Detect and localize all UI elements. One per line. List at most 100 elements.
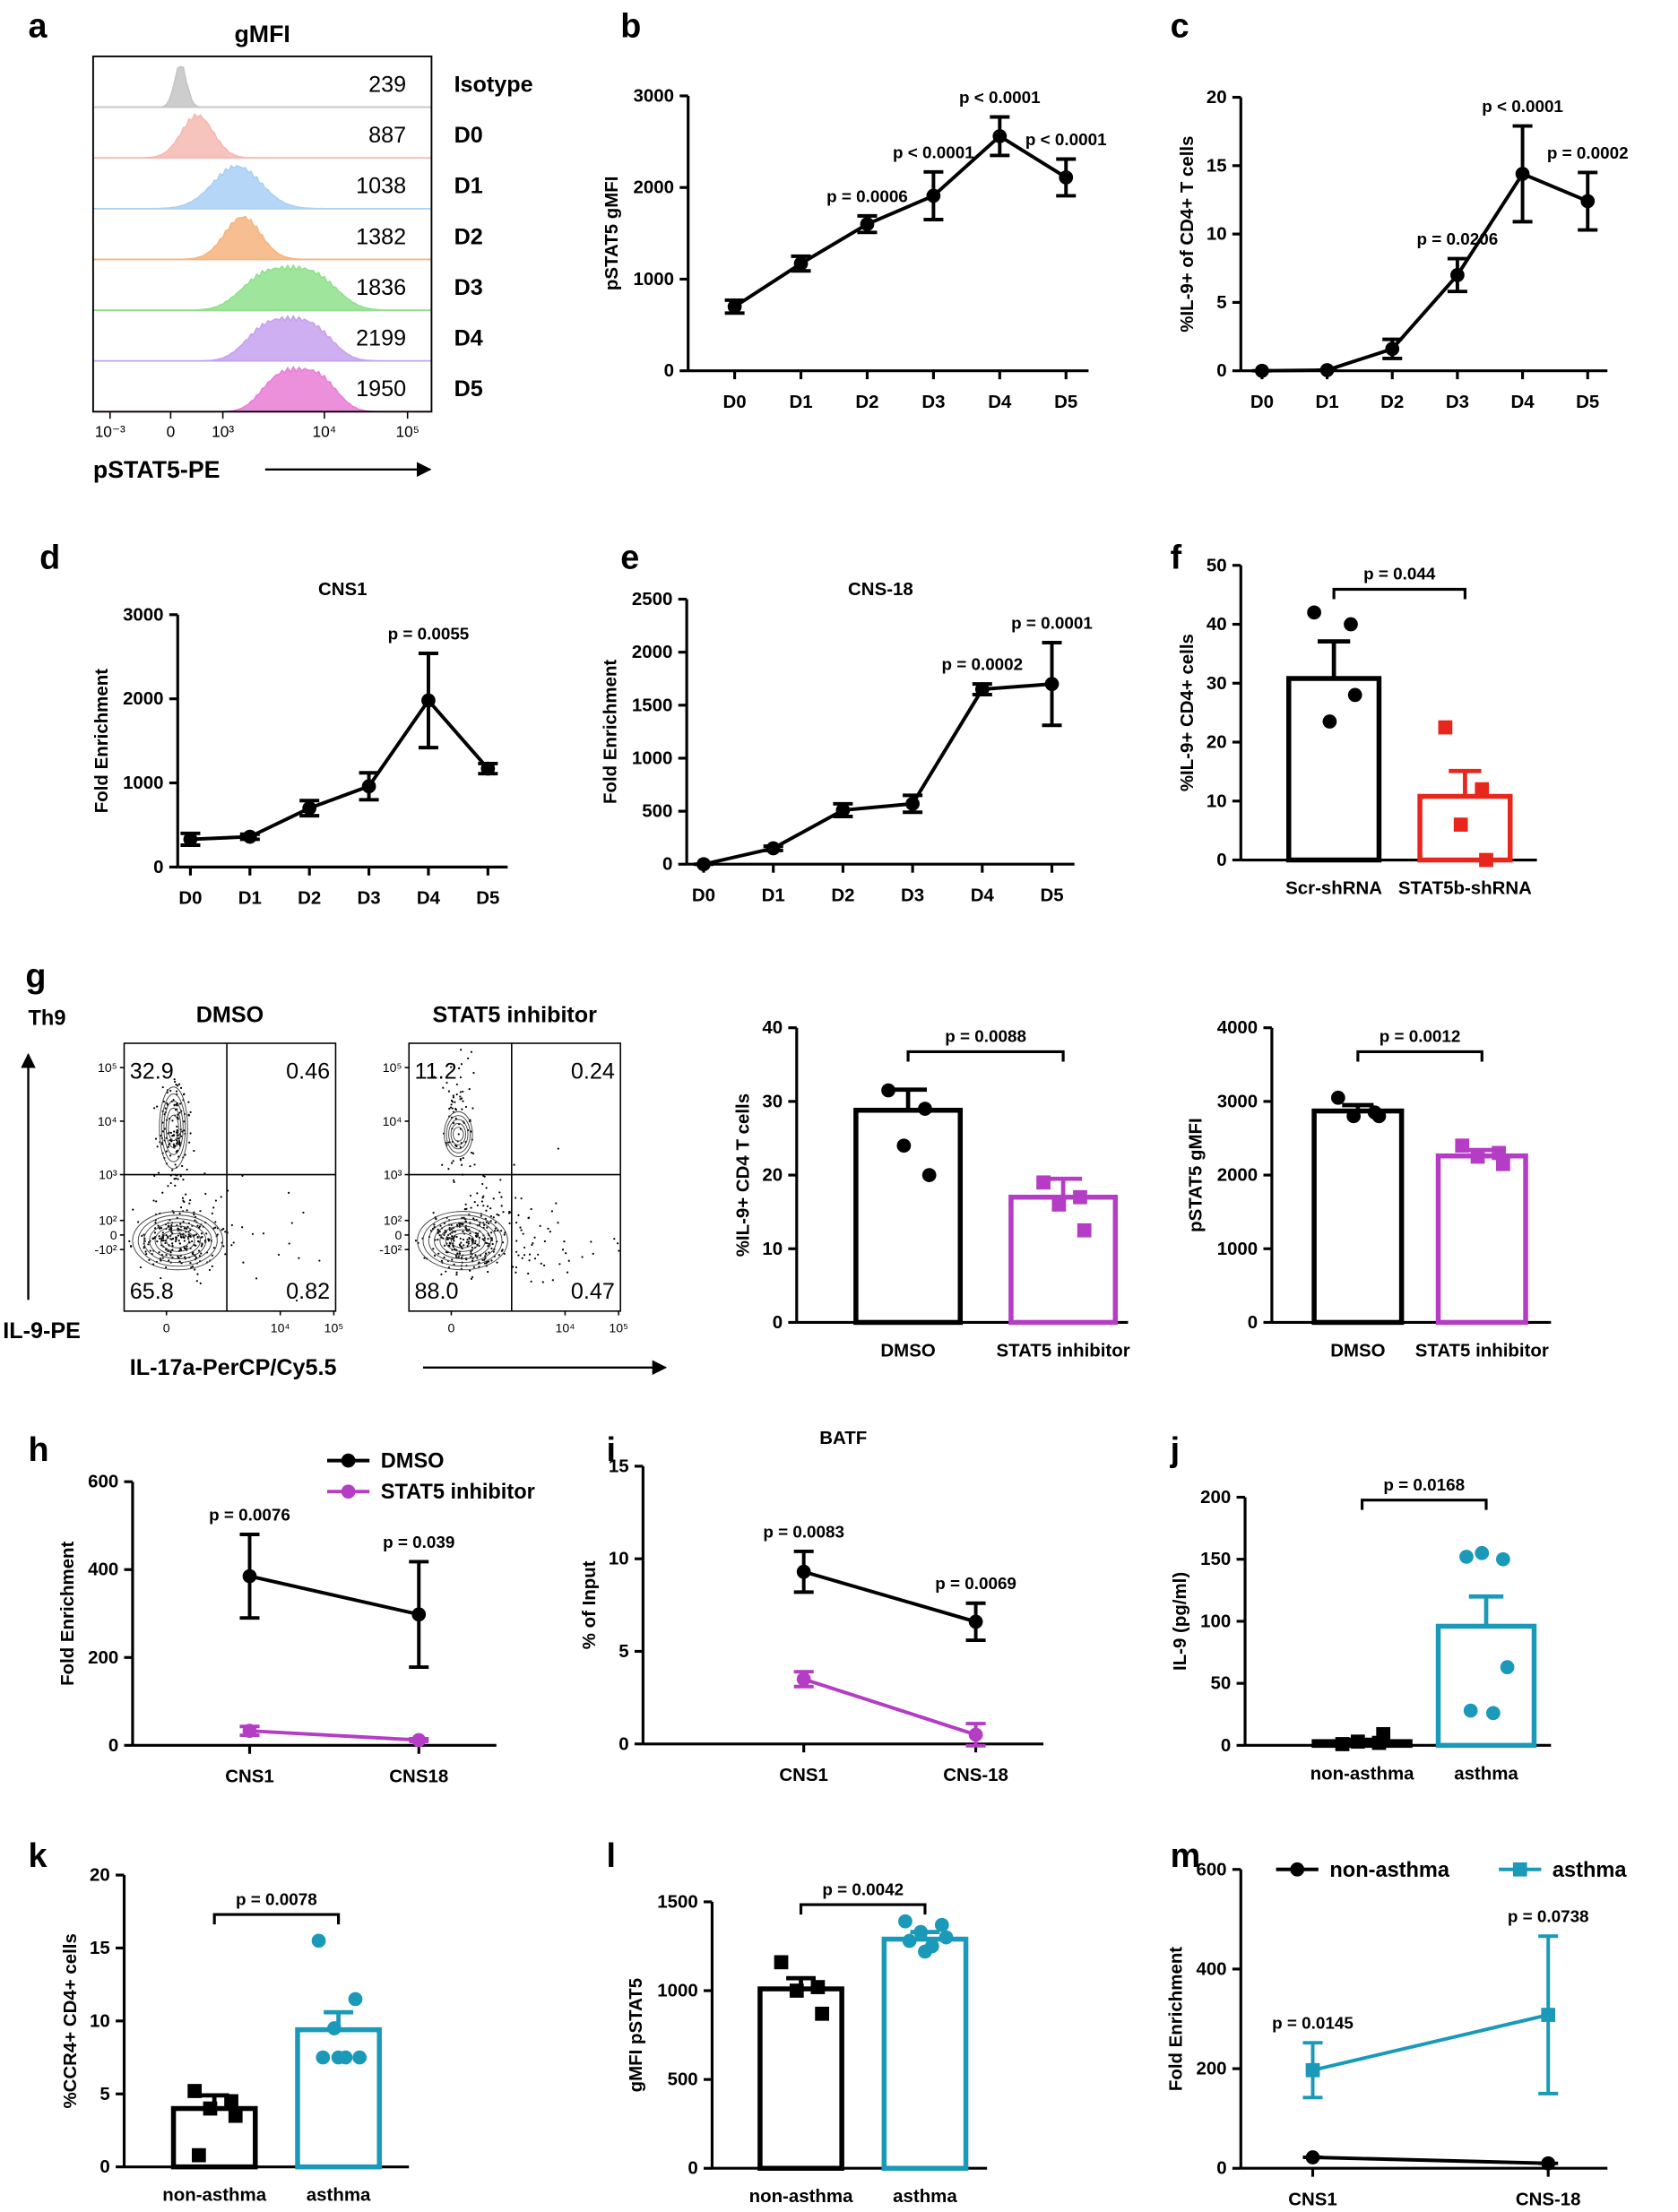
event-dot (567, 1259, 570, 1262)
y-tick-label: 10³ (99, 1168, 117, 1182)
data-point (902, 1933, 917, 1948)
event-dot (470, 1277, 473, 1280)
event-dot (169, 1250, 172, 1253)
x-tick-label: D3 (901, 885, 924, 905)
event-dot (169, 1228, 171, 1231)
event-dot (160, 1226, 163, 1230)
point (860, 217, 875, 231)
event-dot (473, 1163, 476, 1166)
error-bar (1468, 1594, 1504, 1627)
error-bar (889, 1087, 928, 1110)
event-dot (195, 1244, 197, 1247)
event-dot (459, 1091, 462, 1093)
event-dot (470, 1255, 472, 1257)
p-value: p = 0.0069 (935, 1574, 1016, 1593)
event-dot (184, 1227, 186, 1230)
data-point (1376, 1727, 1391, 1741)
event-dot (616, 1242, 619, 1245)
point (1541, 2156, 1556, 2171)
event-dot (187, 1235, 190, 1238)
point (796, 1564, 811, 1579)
contour (154, 1225, 201, 1256)
series-line (190, 697, 489, 842)
event-dot (455, 1093, 458, 1096)
event-dot (489, 1220, 492, 1223)
data-point (1073, 1189, 1087, 1205)
event-dot (191, 1252, 194, 1255)
event-dot (515, 1197, 517, 1199)
data-point (203, 2101, 218, 2116)
event-dot (470, 1151, 473, 1154)
gmfi-value: 1836 (356, 275, 406, 300)
gmfi-value: 2199 (356, 326, 406, 351)
event-dot (480, 1214, 482, 1217)
event-dot (166, 1102, 169, 1105)
event-dot (457, 1256, 460, 1258)
event-dot (438, 1234, 441, 1237)
x-tick-label: D3 (921, 392, 945, 412)
x-tick-label: D2 (1380, 392, 1404, 412)
event-dot (517, 1254, 520, 1257)
data-point (898, 1914, 913, 1929)
event-dot (130, 1245, 133, 1248)
event-dot (485, 1221, 489, 1223)
event-dot (445, 1081, 448, 1084)
x-tick-label: CNS-18 (1516, 2189, 1581, 2209)
y-tick-label: 10³ (384, 1168, 402, 1182)
series-line (733, 134, 1068, 308)
event-dot (472, 1071, 475, 1075)
event-dot (290, 1222, 293, 1224)
event-dot (440, 1259, 443, 1262)
event-dot (136, 1221, 140, 1223)
event-dot (461, 1108, 463, 1110)
event-dot (143, 1247, 145, 1249)
chart-title: CNS-18 (848, 579, 913, 600)
event-dot (437, 1252, 440, 1255)
y-tick-label: 10 (609, 1549, 629, 1569)
event-dot (472, 1217, 475, 1220)
event-dot (450, 1103, 453, 1106)
y-tick-label: 20 (1207, 87, 1227, 108)
event-dot (196, 1224, 199, 1227)
event-dot (476, 1257, 479, 1259)
event-dot (184, 1154, 186, 1156)
event-dot (153, 1231, 157, 1234)
event-dot (455, 1235, 458, 1239)
event-dot (167, 1224, 169, 1228)
contour (143, 1218, 212, 1264)
event-dot (178, 1242, 181, 1245)
event-dot (179, 1205, 183, 1209)
event-dot (167, 1145, 169, 1148)
y-tick-label: 5 (99, 2084, 109, 2104)
event-dot (462, 1231, 464, 1233)
x-tick-label: CNS-18 (943, 1765, 1008, 1785)
event-dot (161, 1191, 164, 1194)
data-point (1346, 1109, 1362, 1124)
event-dot (414, 1240, 418, 1242)
event-dot (522, 1232, 524, 1235)
series-line (249, 1574, 420, 1617)
event-dot (180, 1236, 183, 1239)
event-dot (198, 1225, 202, 1228)
x-tick-label: 0 (447, 1321, 454, 1335)
event-dot (466, 1239, 469, 1241)
y-tick-label: 0 (395, 1228, 402, 1242)
event-dot (241, 1226, 244, 1229)
x-tick-label: D2 (831, 885, 854, 905)
p-value: p = 0.0012 (1380, 1027, 1461, 1046)
event-dot (189, 1234, 192, 1237)
event-dot (528, 1253, 532, 1256)
y-tick-label: -10² (379, 1242, 402, 1257)
x-tick-label: D1 (238, 887, 262, 908)
x-tick-label: D2 (855, 392, 878, 412)
event-dot (182, 1220, 185, 1223)
y-tick-label: 2000 (1217, 1165, 1258, 1186)
event-dot (178, 1212, 181, 1214)
event-dot (160, 1276, 162, 1280)
event-dot (523, 1246, 526, 1249)
event-dot (517, 1214, 520, 1217)
event-dot (165, 1254, 168, 1257)
significance-bracket (1361, 1499, 1488, 1510)
event-dot (484, 1257, 487, 1259)
